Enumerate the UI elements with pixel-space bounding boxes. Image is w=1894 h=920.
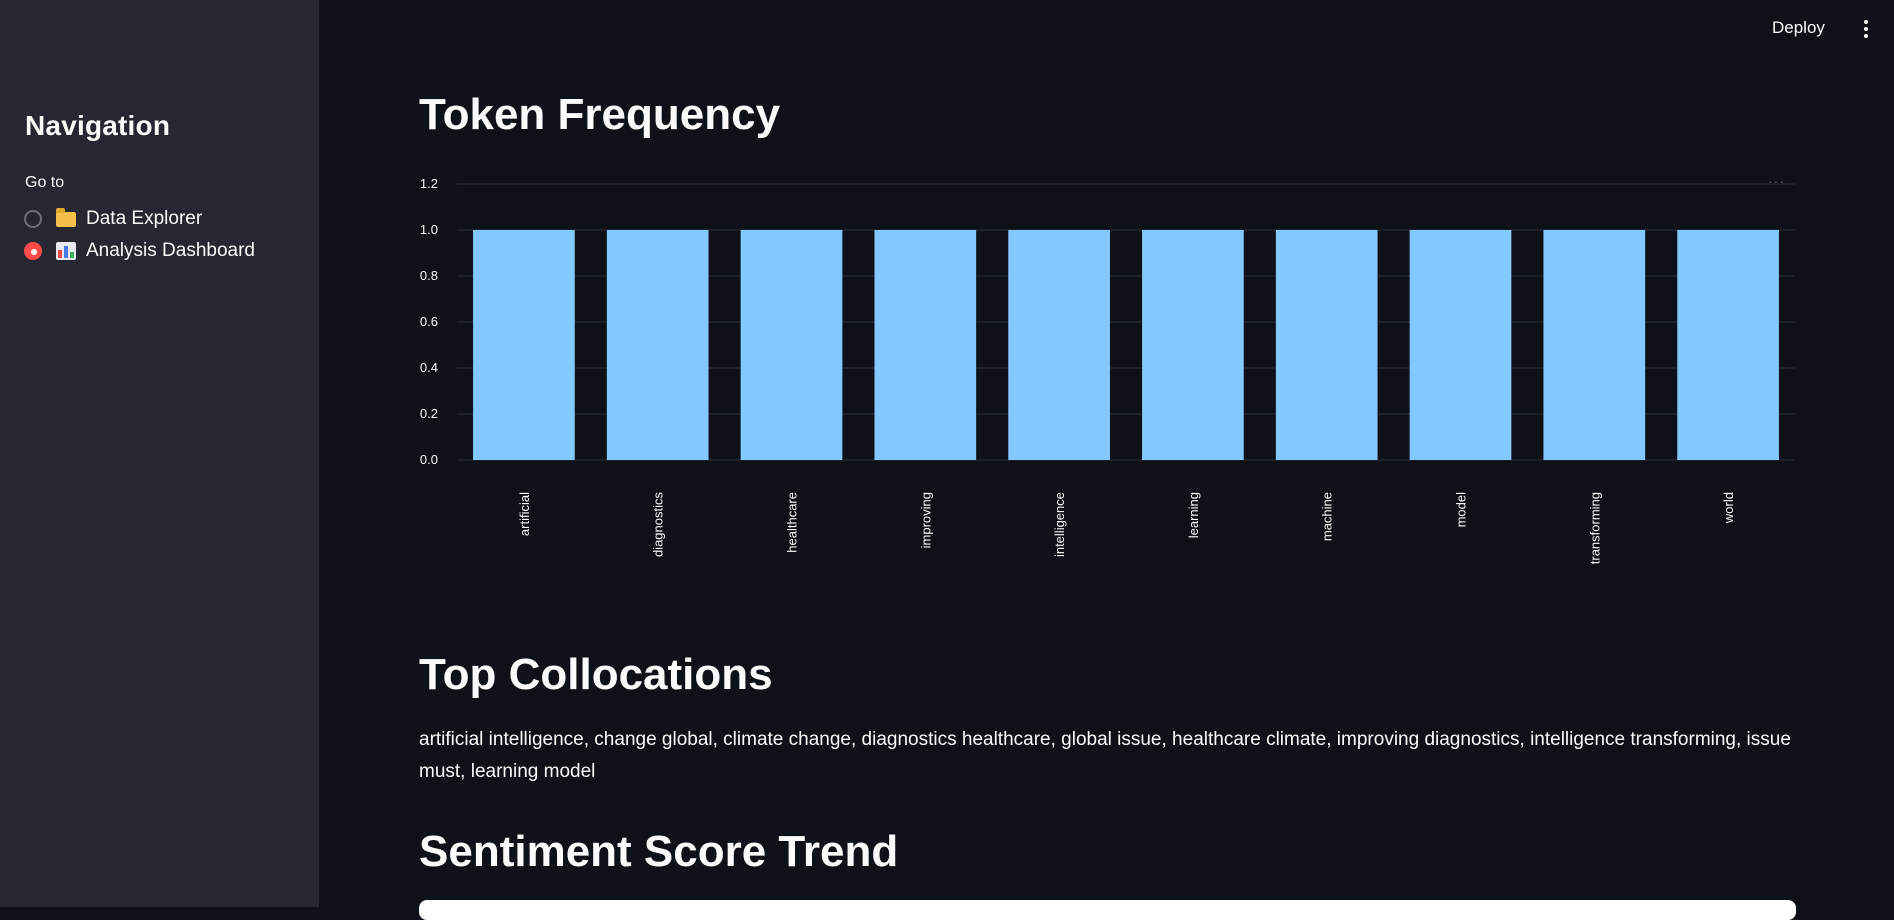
deploy-button[interactable]: Deploy xyxy=(1772,18,1825,37)
bar xyxy=(473,230,575,460)
sentiment-trend-heading: Sentiment Score Trend xyxy=(419,827,899,876)
x-tick-label: model xyxy=(1454,492,1469,528)
bar xyxy=(740,230,843,460)
y-tick-label: 0.8 xyxy=(420,268,438,283)
nav-label-data-explorer: Data Explorer xyxy=(86,208,203,229)
goto-label: Go to xyxy=(25,174,65,191)
x-tick-label: transforming xyxy=(1587,492,1602,564)
bar-chart-icon xyxy=(56,242,76,260)
bar xyxy=(606,230,709,460)
sentiment-chart-container xyxy=(419,900,1796,920)
y-tick-label: 0.4 xyxy=(420,360,438,375)
sidebar: Navigation Go to Data Explorer Analysis … xyxy=(0,0,319,907)
bar xyxy=(1142,230,1244,460)
bar xyxy=(1543,230,1646,460)
collocations-text: artificial intelligence, change global, … xyxy=(419,729,1791,782)
radio-unselected-icon[interactable] xyxy=(24,210,42,228)
nav-label-analysis-dashboard: Analysis Dashboard xyxy=(86,240,255,261)
token-frequency-heading: Token Frequency xyxy=(419,90,781,139)
x-tick-label: machine xyxy=(1320,492,1335,541)
bar xyxy=(1677,230,1779,460)
bar xyxy=(1275,230,1378,460)
x-tick-label: intelligence xyxy=(1052,492,1067,557)
bar xyxy=(874,230,977,460)
radio-selected-icon[interactable] xyxy=(24,242,42,260)
bar xyxy=(1409,230,1512,460)
y-tick-label: 0.6 xyxy=(420,314,438,329)
chart-menu-icon[interactable]: ··· xyxy=(1768,173,1785,189)
y-tick-label: 1.2 xyxy=(420,176,438,191)
sidebar-title: Navigation xyxy=(25,110,171,141)
bar xyxy=(1008,230,1110,460)
x-tick-label: world xyxy=(1721,492,1736,524)
y-tick-label: 0.0 xyxy=(420,452,438,467)
top-collocations-heading: Top Collocations xyxy=(419,650,773,699)
x-tick-label: artificial xyxy=(517,492,532,536)
x-tick-label: diagnostics xyxy=(651,492,666,558)
y-tick-label: 0.2 xyxy=(420,406,438,421)
folder-icon xyxy=(56,207,76,227)
x-tick-label: learning xyxy=(1186,492,1201,538)
x-tick-label: healthcare xyxy=(785,492,800,553)
x-tick-label: improving xyxy=(918,492,933,548)
y-tick-label: 1.0 xyxy=(420,222,438,237)
token-frequency-chart: 0.0 0.2 0.4 0.6 0.8 1.0 1.2 artificial diagnosti… xyxy=(420,176,1795,564)
kebab-menu-icon[interactable] xyxy=(1864,20,1870,38)
nav-radio-data-explorer[interactable]: Data Explorer xyxy=(24,205,202,233)
nav-radio-analysis-dashboard[interactable]: Analysis Dashboard xyxy=(24,237,255,265)
